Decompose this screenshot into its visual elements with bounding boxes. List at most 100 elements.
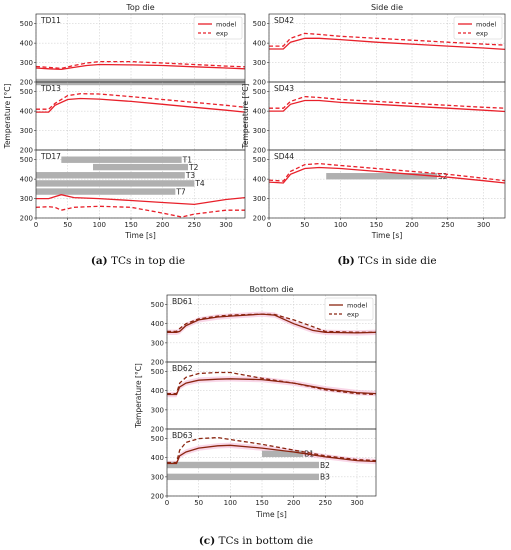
tc-bar-label: T3 xyxy=(185,171,196,180)
y-tick-label: 500 xyxy=(151,301,164,309)
y-tick-label: 400 xyxy=(253,108,266,116)
x-axis-label: Time [s] xyxy=(255,510,287,519)
legend-label-exp: exp xyxy=(476,29,488,37)
series-exp-line xyxy=(35,60,246,70)
tc-bar-label: B3 xyxy=(320,473,330,482)
y-tick-label: 300 xyxy=(151,473,164,481)
panel-tag: SD43 xyxy=(274,84,294,93)
tc-bar-label: T2 xyxy=(188,163,199,172)
x-tick-label: 150 xyxy=(124,221,137,229)
tc-bar-B3 xyxy=(167,473,319,481)
y-tick-label: 400 xyxy=(20,40,33,48)
y-tick-label: 200 xyxy=(20,215,33,223)
panel-frame xyxy=(268,81,506,151)
y-tick-label: 200 xyxy=(151,359,164,367)
figure-caption: (c) TCs in bottom die xyxy=(199,535,313,547)
legend-label-model: model xyxy=(347,301,367,309)
x-tick-label: 50 xyxy=(300,221,309,229)
caption-text: TCs in top die xyxy=(108,255,185,267)
panel-SD43: 200 300 400 500 SD43 xyxy=(253,81,506,155)
y-tick-label: 200 xyxy=(253,147,266,155)
series-model-line xyxy=(269,99,506,113)
y-tick-label: 500 xyxy=(20,20,33,28)
y-tick-label: 500 xyxy=(151,435,164,443)
legend-label-model: model xyxy=(476,20,496,28)
panel-frame xyxy=(166,361,377,430)
x-tick-label: 100 xyxy=(93,221,106,229)
panel-tag: BD62 xyxy=(172,364,193,373)
x-tick-label: 300 xyxy=(219,221,232,229)
legend-label-exp: exp xyxy=(347,310,359,318)
series-exp-line xyxy=(268,162,506,182)
x-tick-label: 150 xyxy=(370,221,383,229)
y-tick-label: 200 xyxy=(20,79,33,87)
panel-frame xyxy=(35,81,246,151)
y-tick-label: 400 xyxy=(253,176,266,184)
y-tick-label: 300 xyxy=(253,127,266,135)
caption-letter: (b) xyxy=(337,255,354,267)
x-tick-label: 250 xyxy=(319,499,332,507)
y-tick-label: 400 xyxy=(151,387,164,395)
uncertainty-band xyxy=(167,376,376,398)
panel-tag: SD44 xyxy=(274,152,294,161)
series-exp-line xyxy=(269,32,506,47)
y-tick-label: 500 xyxy=(253,20,266,28)
legend-label-model: model xyxy=(216,20,236,28)
y-axis-label: Temperature [°C] xyxy=(134,363,143,429)
series-exp-line xyxy=(167,313,376,333)
x-tick-label: 50 xyxy=(194,499,203,507)
tc-bar-T2 xyxy=(93,163,188,171)
chart-title: Bottom die xyxy=(249,285,293,294)
y-axis-label: Temperature [°C] xyxy=(241,84,250,150)
x-tick-label: 0 xyxy=(267,221,271,229)
y-tick-label: 300 xyxy=(151,406,164,414)
caption-letter: (c) xyxy=(199,535,215,547)
panel-tag: SD42 xyxy=(274,16,294,25)
y-tick-label: 400 xyxy=(151,320,164,328)
y-tick-label: 200 xyxy=(20,147,33,155)
chart-title: Top die xyxy=(125,3,154,12)
y-tick-label: 300 xyxy=(20,59,33,67)
x-tick-label: 300 xyxy=(350,499,363,507)
tc-bar-label: T7 xyxy=(175,187,186,196)
panel-frame xyxy=(166,428,377,497)
x-tick-label: 100 xyxy=(224,499,237,507)
series-exp-line xyxy=(167,436,377,464)
y-tick-label: 300 xyxy=(253,59,266,67)
panel-TD13: 200 300 400 500 TD13 xyxy=(20,81,246,155)
x-tick-label: 150 xyxy=(255,499,268,507)
series-exp-line xyxy=(35,205,245,218)
caption-text: TCs in side die xyxy=(355,255,437,267)
tc-bar-T4 xyxy=(36,180,195,187)
y-tick-label: 400 xyxy=(253,40,266,48)
series-exp-line xyxy=(269,95,506,109)
y-tick-label: 500 xyxy=(253,88,266,96)
tc-bar-T3 xyxy=(36,172,185,179)
x-tick-label: 50 xyxy=(63,221,72,229)
figure-caption: (a) TCs in top die xyxy=(91,255,185,267)
tc-bar-label: B2 xyxy=(320,461,330,470)
x-tick-label: 200 xyxy=(287,499,300,507)
panel-BD62: 200 300 400 500 BD62 xyxy=(151,361,377,434)
uncertainty-band xyxy=(167,442,376,467)
x-tick-label: 250 xyxy=(441,221,454,229)
tc-bar-S2 xyxy=(326,173,438,180)
series-model-line xyxy=(36,194,246,206)
y-tick-label: 200 xyxy=(151,493,164,501)
panel-tag: BD63 xyxy=(172,431,193,440)
x-tick-label: 250 xyxy=(188,221,201,229)
x-tick-label: 300 xyxy=(477,221,490,229)
panel-tag: BD61 xyxy=(172,297,193,306)
x-tick-label: 200 xyxy=(405,221,418,229)
tc-bar-label: T1 xyxy=(182,156,193,165)
x-tick-label: 0 xyxy=(34,221,38,229)
y-tick-label: 400 xyxy=(20,176,33,184)
series-model-line xyxy=(167,378,377,396)
